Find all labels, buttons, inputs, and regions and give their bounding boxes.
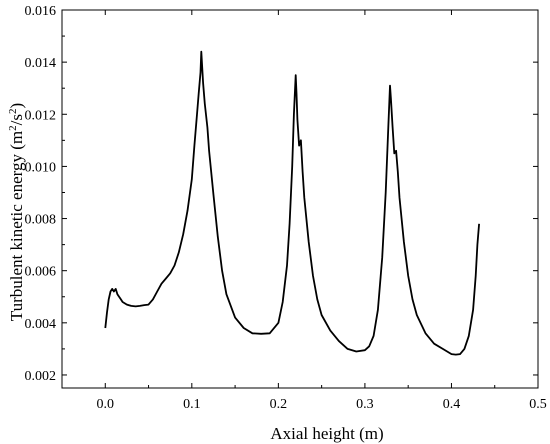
x-tick-label: 0.2 (270, 397, 288, 412)
y-tick-label: 0.004 (25, 317, 57, 332)
series-line (104, 50, 480, 356)
plot-frame (61, 9, 539, 389)
x-axis-title: Axial height (m) (270, 424, 383, 443)
y-tick-label: 0.010 (25, 160, 57, 175)
x-axis-ticks: 0.0 0.1 0.2 0.3 0.4 0.5 (61, 10, 547, 412)
y-tick-label: 0.002 (25, 369, 57, 384)
y-axis-title: Turbulent kinetic energy (m2/s2) (7, 103, 26, 321)
plot-border (61, 9, 539, 389)
x-tick-label: 0.3 (356, 397, 374, 412)
y-tick-label: 0.008 (25, 213, 57, 228)
y-axis-ticks: 0.002 0.004 0.006 0.008 0.010 0.012 0.014 0.016 (25, 4, 538, 384)
series-layer (104, 50, 480, 356)
x-tick-label: 0.5 (529, 397, 547, 412)
x-tick-label: 0.1 (183, 397, 201, 412)
y-tick-label: 0.014 (25, 56, 57, 71)
x-tick-label: 0.4 (443, 397, 461, 412)
y-tick-label: 0.016 (25, 4, 57, 19)
y-tick-label: 0.006 (25, 265, 57, 280)
y-tick-label: 0.012 (25, 108, 57, 123)
x-tick-label: 0.0 (97, 397, 115, 412)
